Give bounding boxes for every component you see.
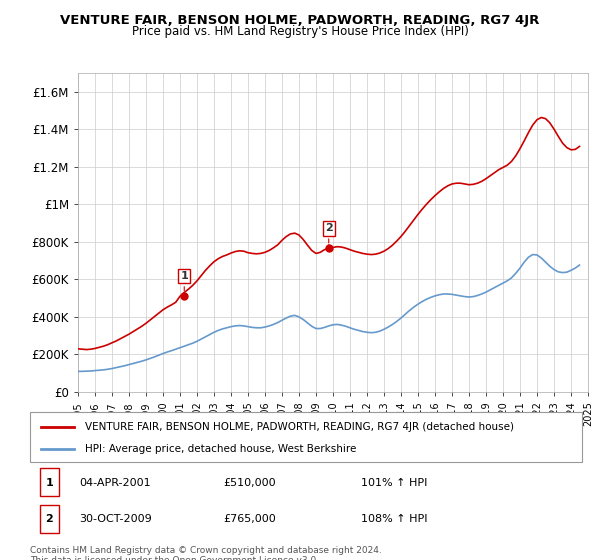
FancyBboxPatch shape (40, 505, 59, 533)
Text: 1: 1 (181, 271, 188, 293)
FancyBboxPatch shape (40, 468, 59, 496)
Text: 1: 1 (46, 478, 53, 488)
Text: Contains HM Land Registry data © Crown copyright and database right 2024.
This d: Contains HM Land Registry data © Crown c… (30, 546, 382, 560)
Text: Price paid vs. HM Land Registry's House Price Index (HPI): Price paid vs. HM Land Registry's House … (131, 25, 469, 38)
Text: 2: 2 (46, 515, 53, 524)
Text: 30-OCT-2009: 30-OCT-2009 (80, 515, 152, 524)
Text: 108% ↑ HPI: 108% ↑ HPI (361, 515, 428, 524)
Text: £765,000: £765,000 (223, 515, 276, 524)
Text: 04-APR-2001: 04-APR-2001 (80, 478, 151, 488)
Text: VENTURE FAIR, BENSON HOLME, PADWORTH, READING, RG7 4JR (detached house): VENTURE FAIR, BENSON HOLME, PADWORTH, RE… (85, 422, 514, 432)
Text: 101% ↑ HPI: 101% ↑ HPI (361, 478, 428, 488)
Text: £510,000: £510,000 (223, 478, 276, 488)
Text: HPI: Average price, detached house, West Berkshire: HPI: Average price, detached house, West… (85, 445, 356, 454)
FancyBboxPatch shape (30, 412, 582, 462)
Text: 2: 2 (325, 223, 332, 246)
Text: VENTURE FAIR, BENSON HOLME, PADWORTH, READING, RG7 4JR: VENTURE FAIR, BENSON HOLME, PADWORTH, RE… (61, 14, 539, 27)
